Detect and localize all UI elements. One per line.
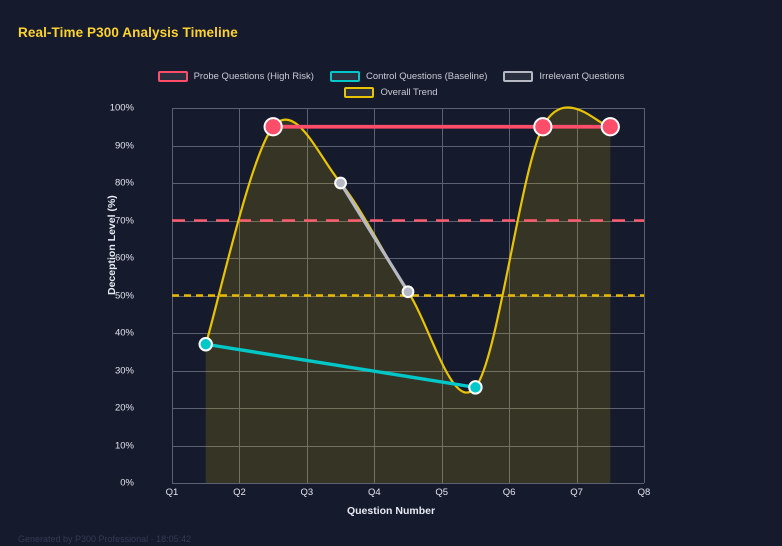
y-tick-label: 70%: [114, 215, 134, 226]
data-point-probe-questions[interactable]: [600, 117, 620, 137]
plot-svg: [172, 106, 644, 483]
x-tick-label: Q3: [300, 487, 314, 498]
x-tick-label: Q6: [502, 487, 516, 498]
y-axis-label: Deception Level (%): [106, 195, 118, 295]
y-tick-label: 90%: [114, 140, 134, 151]
gridline-horizontal: [172, 145, 644, 147]
chart-legend: Probe Questions (High Risk) Control Quest…: [0, 68, 782, 100]
legend-label: Overall Trend: [380, 86, 438, 98]
x-tick-label: Q4: [367, 487, 381, 498]
gridline-horizontal: [172, 258, 644, 259]
gridline-vertical: [374, 108, 376, 483]
gridline-horizontal: [172, 220, 644, 222]
data-point-probe-questions[interactable]: [533, 117, 553, 137]
series-line-irrelevant-questions: [338, 181, 410, 294]
legend-swatch-icon: [503, 70, 534, 82]
legend-row: Overall Trend: [0, 84, 782, 100]
y-tick-label: 20%: [114, 402, 134, 414]
data-point-irrelevant-questions[interactable]: [401, 285, 415, 299]
y-tick-label: 100%: [109, 102, 134, 114]
y-tick-label: 40%: [114, 327, 134, 339]
y-tick-label: 10%: [114, 440, 134, 451]
legend-label: Irrelevant Questions: [539, 70, 625, 82]
data-point-probe-questions[interactable]: [263, 117, 283, 137]
x-axis-label: Question Number: [346, 505, 436, 517]
gridline-horizontal: [172, 483, 644, 484]
x-tick-label: Q2: [233, 487, 246, 498]
legend-item[interactable]: Control Questions (Baseline): [329, 70, 488, 82]
y-tick-label: 0%: [120, 477, 134, 489]
y-tick-label: 30%: [114, 365, 134, 376]
x-tick-label: Q8: [637, 487, 651, 498]
gridline-horizontal: [172, 333, 644, 334]
gridline-horizontal: [172, 370, 644, 372]
data-point-irrelevant-questions[interactable]: [334, 176, 347, 190]
gridline-horizontal: [172, 445, 644, 447]
x-tick-label: Q5: [435, 487, 449, 498]
gridline-horizontal: [172, 183, 644, 184]
page-title: Real-Time P300 Analysis Timeline: [18, 25, 238, 40]
gridline-vertical: [239, 108, 241, 483]
legend-swatch-icon: [157, 70, 188, 82]
legend-item[interactable]: Overall Trend: [344, 86, 438, 98]
x-tick-label: Q1: [165, 487, 179, 498]
gridline-horizontal: [172, 108, 644, 109]
legend-item[interactable]: Irrelevant Questions: [503, 70, 625, 82]
gridline-vertical: [644, 108, 645, 483]
legend-swatch-icon: [329, 70, 360, 82]
gridline-horizontal: [172, 408, 644, 409]
data-point-control-questions[interactable]: [468, 380, 483, 395]
y-tick-label: 80%: [114, 177, 134, 189]
legend-row: Probe Questions (High Risk) Control Quest…: [0, 68, 782, 84]
y-tick-label: 50%: [114, 290, 134, 301]
legend-swatch-icon: [344, 86, 375, 98]
x-tick-label: Q7: [570, 487, 583, 498]
y-tick-label: 60%: [114, 252, 134, 264]
legend-label: Probe Questions (High Risk): [193, 70, 314, 82]
footer-text: Generated by P300 Professional · 18:05:4…: [18, 534, 192, 544]
gridline-vertical: [576, 108, 578, 483]
legend-label: Control Questions (Baseline): [365, 70, 488, 82]
series-line-control-questions: [204, 342, 478, 390]
legend-item[interactable]: Probe Questions (High Risk): [157, 70, 314, 82]
plot-area: [172, 106, 645, 484]
data-point-control-questions[interactable]: [198, 337, 213, 352]
